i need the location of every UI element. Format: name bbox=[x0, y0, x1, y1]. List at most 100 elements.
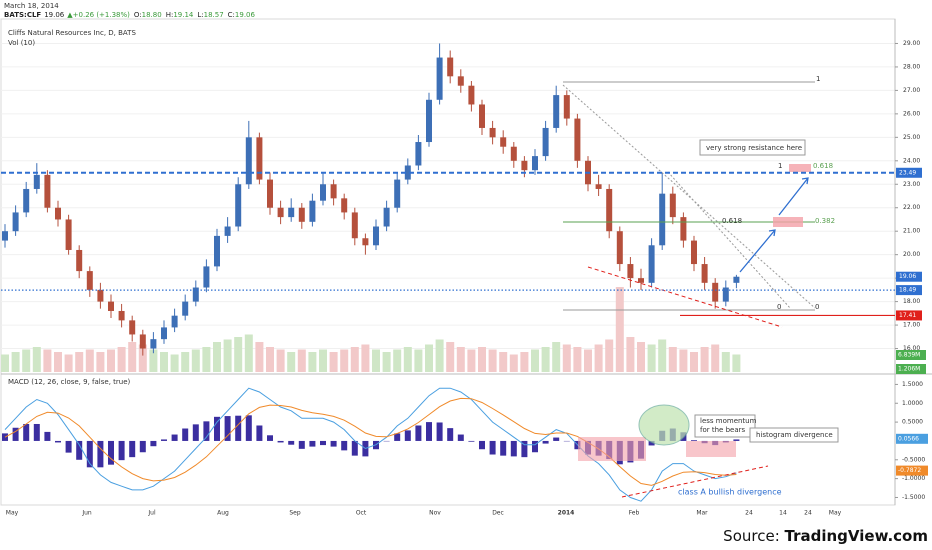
x-tick-label: May bbox=[6, 510, 19, 517]
fib-label: 0.382 bbox=[815, 217, 835, 225]
candle-body bbox=[447, 57, 454, 77]
histogram-bar bbox=[65, 440, 72, 453]
candle-body bbox=[383, 207, 390, 227]
volume-bar bbox=[446, 342, 455, 372]
histogram-bar bbox=[553, 437, 560, 441]
histogram-bar bbox=[182, 428, 189, 441]
volume-bar bbox=[85, 349, 94, 372]
fib-label: 1 bbox=[778, 162, 782, 170]
x-tick-label: Aug bbox=[217, 510, 229, 517]
chart-title: Cliffs Natural Resources Inc, D, BATS bbox=[8, 29, 136, 37]
volume-bar bbox=[382, 352, 391, 372]
histogram-bar bbox=[224, 416, 231, 441]
x-tick-label: 24 bbox=[745, 510, 753, 517]
volume-bar bbox=[54, 352, 62, 372]
candle-body bbox=[86, 271, 93, 290]
volume-bar bbox=[658, 339, 667, 372]
volume-bar bbox=[149, 349, 158, 372]
highlight-box bbox=[578, 437, 646, 461]
candle-body bbox=[171, 315, 178, 328]
quote-part: 19.14 bbox=[173, 11, 194, 19]
quote-part: ▲+0.26 (+1.38%) bbox=[67, 11, 130, 19]
volume-bar bbox=[615, 287, 624, 372]
histogram-bar bbox=[108, 440, 114, 465]
quote-part: L: bbox=[197, 11, 203, 19]
quote-part: 19.06 bbox=[235, 11, 256, 19]
volume-bar bbox=[467, 349, 476, 372]
candle-body bbox=[192, 287, 199, 302]
volume-bar bbox=[647, 344, 656, 372]
histogram-bar bbox=[648, 440, 655, 446]
candle-body bbox=[722, 287, 729, 302]
candle-body bbox=[214, 235, 220, 267]
histogram-bar bbox=[192, 424, 199, 441]
candle-body bbox=[638, 278, 644, 283]
volume-bar bbox=[32, 347, 41, 372]
quote-part: 19.06 bbox=[44, 11, 65, 19]
y-tick-label: 28.00 bbox=[903, 63, 920, 70]
y-tick-label: 17.00 bbox=[903, 322, 920, 329]
x-tick-label: 24 bbox=[804, 510, 812, 517]
candle-body bbox=[12, 212, 19, 232]
volume-bar bbox=[266, 347, 274, 372]
quote-part: H: bbox=[166, 11, 174, 19]
y-tick-label: 24.00 bbox=[903, 157, 920, 164]
candle-body bbox=[108, 301, 114, 311]
last-price-tag bbox=[896, 271, 922, 282]
value-tag bbox=[896, 465, 928, 476]
candle-body bbox=[2, 231, 8, 241]
x-tick-label: Nov bbox=[429, 510, 441, 517]
histogram-bar bbox=[426, 422, 432, 441]
histogram-bar bbox=[500, 440, 507, 456]
volume-bar bbox=[244, 334, 253, 372]
volume-bar bbox=[170, 354, 179, 372]
candle-body bbox=[489, 127, 496, 138]
volume-bar bbox=[478, 347, 486, 372]
candle-body bbox=[235, 184, 242, 227]
y-tick-label: 29.00 bbox=[903, 40, 920, 47]
candle-body bbox=[341, 198, 348, 213]
volume-tag bbox=[896, 364, 926, 374]
histogram-bar bbox=[23, 423, 30, 441]
candle-body bbox=[129, 320, 136, 335]
volume-bar bbox=[1, 354, 9, 372]
volume-bar bbox=[117, 347, 126, 372]
histogram-bar bbox=[309, 440, 316, 447]
volume-bar bbox=[128, 342, 137, 372]
target-box bbox=[773, 217, 803, 227]
candle-body bbox=[44, 174, 51, 208]
volume-bar bbox=[488, 349, 497, 372]
candle-body bbox=[277, 207, 284, 218]
volume-bar bbox=[711, 344, 720, 372]
volume-tag bbox=[896, 350, 926, 360]
source-site: TradingView.com bbox=[785, 527, 928, 545]
y-tick-label: 1.5000 bbox=[902, 381, 923, 388]
candle-body bbox=[563, 95, 570, 119]
histogram-bar bbox=[150, 440, 157, 447]
histogram-bar bbox=[510, 440, 517, 457]
value-label: 0.0566 bbox=[898, 435, 919, 442]
signal-line bbox=[4, 397, 737, 486]
volume-bar bbox=[456, 347, 465, 372]
volume-bar bbox=[181, 352, 190, 372]
candle-body bbox=[479, 104, 485, 128]
volume-bar bbox=[319, 349, 327, 372]
value-label: -0.7872 bbox=[898, 467, 921, 474]
volume-bar bbox=[75, 352, 84, 372]
candle-body bbox=[669, 193, 676, 218]
candle-body bbox=[267, 179, 273, 208]
fib-label: 1 bbox=[816, 75, 820, 83]
volume-bar bbox=[393, 349, 402, 372]
volume-bar bbox=[255, 342, 264, 372]
x-tick-label: Sep bbox=[289, 510, 301, 517]
fib-label: 0 bbox=[815, 303, 819, 311]
candle-body bbox=[256, 137, 263, 180]
histogram-bar bbox=[86, 440, 93, 468]
plot-layer bbox=[1, 42, 895, 502]
y-tick-label: 1.0000 bbox=[902, 400, 923, 407]
volume-bar bbox=[297, 349, 306, 372]
volume-bar bbox=[509, 354, 518, 372]
histogram-bar bbox=[394, 433, 401, 441]
y-tick-label: 26.00 bbox=[903, 110, 920, 117]
volume-bar bbox=[202, 347, 211, 372]
